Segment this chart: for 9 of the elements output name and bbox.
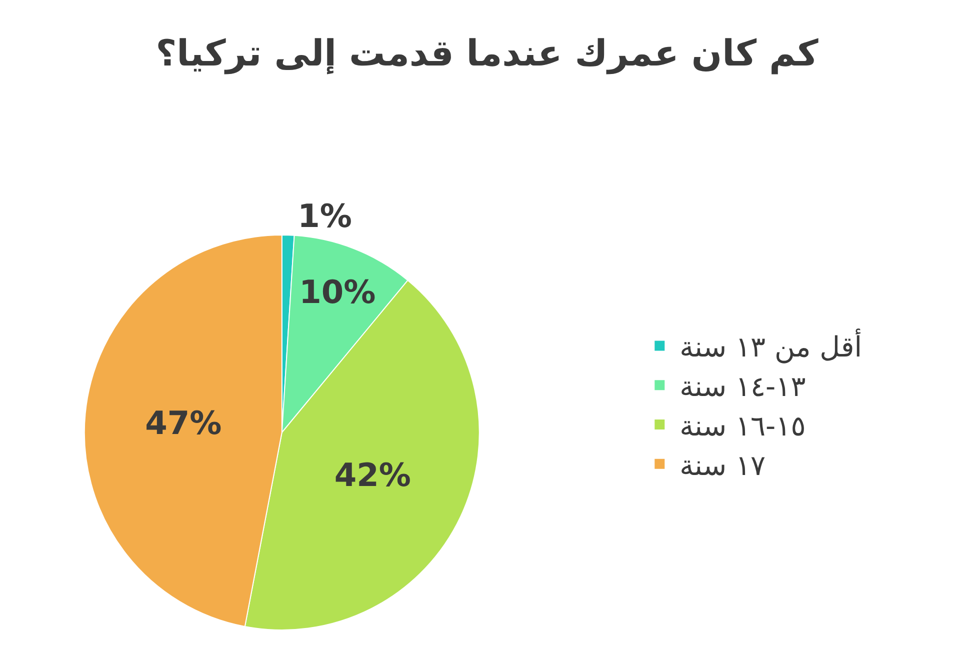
chart-title: كم كان عمرك عندما قدمت إلى تركيا؟	[156, 33, 818, 74]
legend-label: ١٥-١٦ سنة	[680, 409, 806, 442]
data-label: 47%	[145, 404, 222, 442]
legend-label: أقل من ١٣ سنة	[680, 328, 862, 364]
data-label: 42%	[334, 456, 411, 494]
legend-label: ١٣-١٤ سنة	[680, 370, 806, 404]
data-label: 10%	[299, 273, 376, 312]
legend-label: ١٧ سنة	[680, 448, 766, 482]
data-label: 1%	[298, 197, 352, 236]
